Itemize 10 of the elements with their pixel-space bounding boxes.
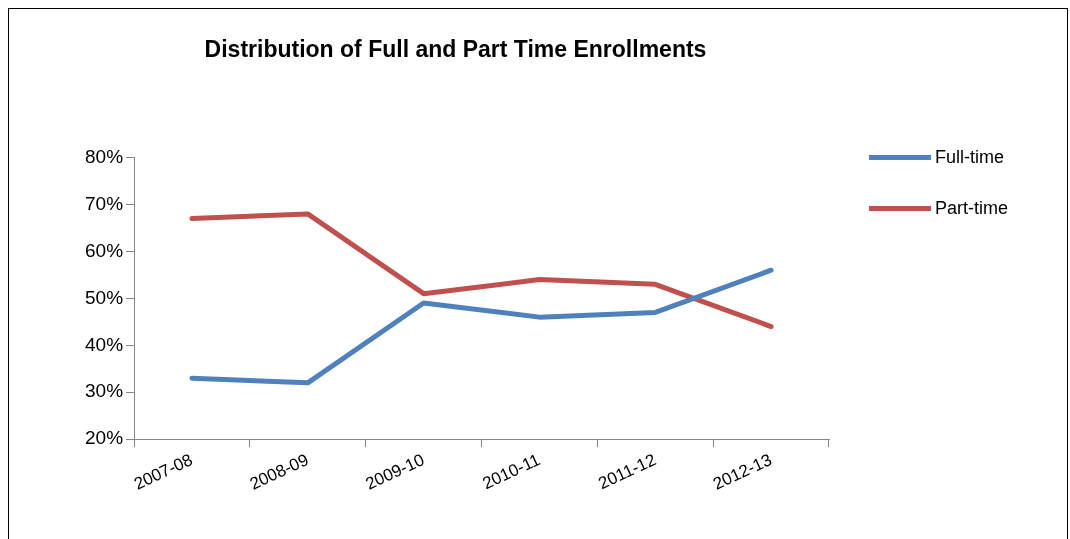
y-tick-label: 20% bbox=[85, 427, 124, 449]
legend-label: Full-time bbox=[935, 146, 1005, 167]
y-tick-label: 50% bbox=[85, 286, 124, 308]
y-tick-label: 30% bbox=[85, 380, 124, 402]
y-tick-label: 80% bbox=[85, 145, 124, 167]
legend-label: Part-time bbox=[935, 197, 1009, 218]
y-tick-label: 40% bbox=[85, 333, 124, 355]
chart-title: Distribution of Full and Part Time Enrollments bbox=[204, 36, 707, 63]
y-tick-label: 60% bbox=[85, 239, 124, 261]
y-tick-label: 70% bbox=[85, 192, 124, 214]
